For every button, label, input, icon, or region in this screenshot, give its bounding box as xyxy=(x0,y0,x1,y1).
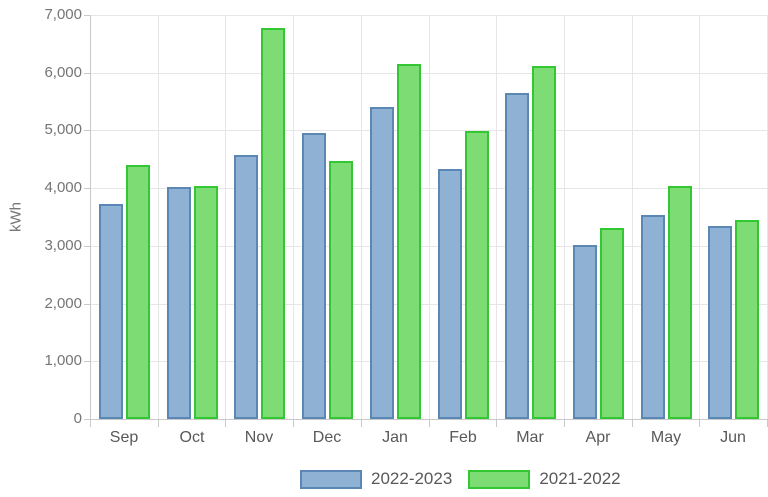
bar-2022-2023-jun[interactable] xyxy=(708,226,732,419)
y-axis-tick xyxy=(84,304,90,305)
x-axis-tick xyxy=(293,419,294,427)
y-tick-label: 3,000 xyxy=(44,237,82,254)
y-axis-line xyxy=(90,15,91,419)
bar-2022-2023-sep[interactable] xyxy=(99,204,123,419)
x-axis-line xyxy=(90,419,767,420)
x-tick-label-oct: Oct xyxy=(179,429,205,446)
x-axis-tick xyxy=(225,419,226,427)
bar-2022-2023-dec[interactable] xyxy=(302,133,326,419)
bar-2021-2022-sep[interactable] xyxy=(126,165,150,419)
y-axis-tick xyxy=(84,130,90,131)
x-tick-label-apr: Apr xyxy=(585,429,611,446)
y-tick-label: 7,000 xyxy=(44,6,82,23)
gridline-horizontal xyxy=(90,188,767,189)
legend-item-2022-2023[interactable]: 2022-2023 xyxy=(300,469,452,489)
gridline-vertical xyxy=(632,15,633,419)
x-tick-label-dec: Dec xyxy=(312,429,342,446)
bar-2022-2023-apr[interactable] xyxy=(573,245,597,419)
x-axis-tick xyxy=(361,419,362,427)
y-tick-label: 1,000 xyxy=(44,352,82,369)
gridline-horizontal xyxy=(90,246,767,247)
y-axis-tick xyxy=(84,188,90,189)
bar-2021-2022-apr[interactable] xyxy=(600,228,624,419)
x-tick-label-jun: Jun xyxy=(720,429,746,446)
bar-2022-2023-oct[interactable] xyxy=(167,187,191,419)
gridline-horizontal xyxy=(90,15,767,16)
bar-2021-2022-jan[interactable] xyxy=(397,64,421,419)
gridline-vertical xyxy=(158,15,159,419)
x-tick-label-nov: Nov xyxy=(244,429,274,446)
y-axis-tick xyxy=(84,419,90,420)
y-axis-title: kWh xyxy=(7,202,25,232)
chart-legend: 2022-2023 2021-2022 xyxy=(300,469,621,489)
y-axis-tick xyxy=(84,246,90,247)
bar-2021-2022-oct[interactable] xyxy=(194,186,218,419)
legend-label-2021-2022: 2021-2022 xyxy=(539,469,621,488)
x-tick-label-mar: Mar xyxy=(516,429,544,446)
legend-swatch-2021-2022 xyxy=(468,469,531,489)
gridline-vertical xyxy=(699,15,700,419)
x-axis-tick xyxy=(429,419,430,427)
x-axis-tick xyxy=(158,419,159,427)
gridline-vertical xyxy=(564,15,565,419)
y-tick-label: 5,000 xyxy=(44,121,82,138)
bar-2021-2022-jun[interactable] xyxy=(735,220,759,419)
y-axis-tick xyxy=(84,15,90,16)
x-axis-tick xyxy=(699,419,700,427)
y-tick-label: 6,000 xyxy=(44,64,82,81)
x-tick-label-sep: Sep xyxy=(109,429,139,446)
y-axis-tick xyxy=(84,73,90,74)
bar-2022-2023-feb[interactable] xyxy=(438,169,462,419)
gridline-vertical xyxy=(225,15,226,419)
x-axis-tick xyxy=(496,419,497,427)
legend-label-2022-2023: 2022-2023 xyxy=(371,469,453,488)
gridline-horizontal xyxy=(90,73,767,74)
bar-2021-2022-mar[interactable] xyxy=(532,66,556,419)
bar-2022-2023-nov[interactable] xyxy=(234,155,258,419)
bar-2021-2022-dec[interactable] xyxy=(329,161,353,419)
x-axis-tick xyxy=(90,419,91,427)
bar-2021-2022-nov[interactable] xyxy=(261,28,285,419)
x-axis-tick xyxy=(564,419,565,427)
x-tick-label-feb: Feb xyxy=(449,429,477,446)
y-tick-label: 0 xyxy=(73,410,82,427)
y-axis-tick xyxy=(84,361,90,362)
gridline-vertical xyxy=(293,15,294,419)
gridline-vertical xyxy=(361,15,362,419)
gridline-horizontal xyxy=(90,130,767,131)
gridline-horizontal xyxy=(90,304,767,305)
x-tick-label-may: May xyxy=(650,429,682,446)
bar-2022-2023-mar[interactable] xyxy=(505,93,529,419)
gridline-horizontal xyxy=(90,361,767,362)
bar-2022-2023-jan[interactable] xyxy=(370,107,394,419)
bar-2021-2022-feb[interactable] xyxy=(465,131,489,419)
legend-swatch-2022-2023 xyxy=(300,469,362,489)
y-tick-label: 2,000 xyxy=(44,295,82,312)
y-tick-label: 4,000 xyxy=(44,179,82,196)
x-axis-tick xyxy=(632,419,633,427)
bar-2022-2023-may[interactable] xyxy=(641,215,665,419)
x-tick-label-jan: Jan xyxy=(382,429,408,446)
gridline-vertical xyxy=(429,15,430,419)
bar-2021-2022-may[interactable] xyxy=(668,186,692,419)
legend-item-2021-2022[interactable]: 2021-2022 xyxy=(468,469,621,489)
gridline-vertical xyxy=(496,15,497,419)
